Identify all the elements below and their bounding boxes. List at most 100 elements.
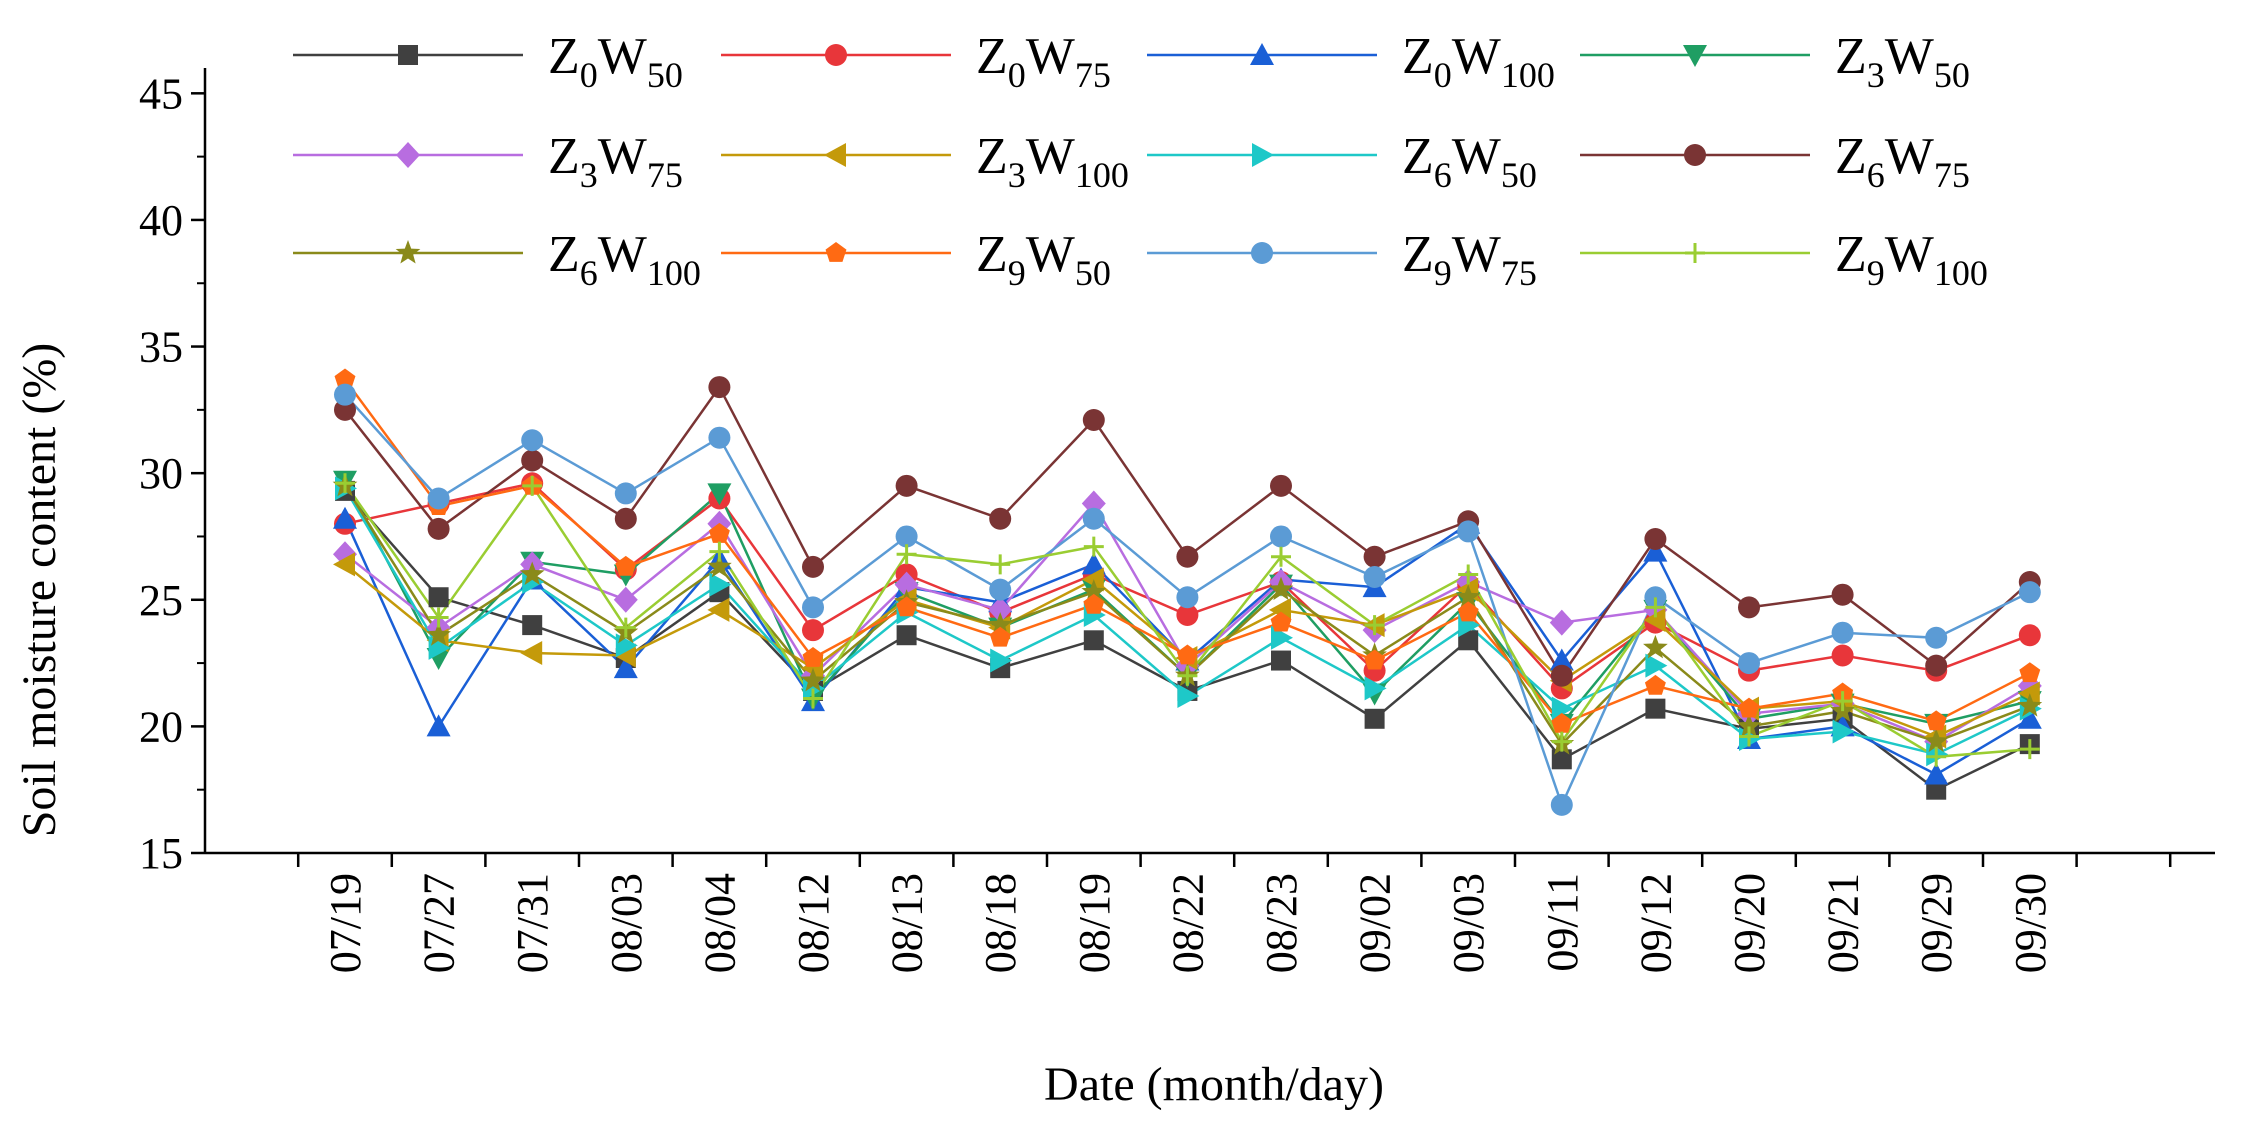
y-tick-label-35: 35 <box>139 323 183 372</box>
data-point-Z6W50-08/22 <box>1177 684 1200 708</box>
data-point-Z3W100-09/30 <box>2017 681 2040 706</box>
data-point-Z6W50-08/18 <box>990 648 1013 673</box>
data-point-Z6W75-09/02 <box>1363 545 1386 568</box>
data-point-Z6W100-08/18 <box>987 612 1013 636</box>
data-point-Z6W100-09/12 <box>1643 634 1668 659</box>
data-point-Z9W50-09/11 <box>1551 712 1573 733</box>
data-point-Z6W100-08/12 <box>800 667 826 692</box>
data-point-Z0W100-09/12 <box>1643 539 1668 562</box>
data-point-Z9W75-08/12 <box>802 596 824 619</box>
data-point-Z0W100-08/19 <box>1081 552 1106 575</box>
legend-item-Z6W75: Z6W75 <box>1580 128 1970 195</box>
data-point-Z3W100-07/19 <box>333 552 355 577</box>
data-point-Z9W75-09/29 <box>1925 626 1948 649</box>
data-point-Z6W50-09/02 <box>1364 676 1387 701</box>
data-point-Z3W100-08/19 <box>1081 567 1104 592</box>
legend-label-Z6W100: Z6W100 <box>548 226 701 293</box>
data-point-Z9W50-08/04 <box>708 522 730 543</box>
y-tick-label-20: 20 <box>139 702 183 751</box>
legend: Z0W50 Z0W75 Z0W100 Z3W50 Z3W75 Z3W100 Z6W50 Z6W… <box>293 28 1988 293</box>
legend-label-Z3W50: Z3W50 <box>1835 28 1970 95</box>
data-point-Z0W50-09/11 <box>1551 749 1572 770</box>
data-point-Z6W50-08/04 <box>709 572 732 597</box>
data-point-Z6W75-09/20 <box>1738 596 1760 619</box>
series-line-Z6W75 <box>344 384 2031 679</box>
data-point-Z9W75-08/18 <box>989 578 1012 601</box>
data-point-Z6W75-08/19 <box>1082 408 1105 431</box>
data-point-Z9W100-08/03 <box>615 617 636 638</box>
legend-item-Z0W50: Z0W50 <box>293 28 683 95</box>
data-point-Z9W75-09/21 <box>1831 621 1854 644</box>
data-point-Z6W100-09/30 <box>2017 693 2043 717</box>
data-point-Z6W100-09/29 <box>1923 728 1949 753</box>
data-point-Z6W75-08/03 <box>614 507 637 530</box>
legend-item-Z9W50: Z9W50 <box>721 226 1111 293</box>
data-point-Z6W100-09/20 <box>1736 713 1762 737</box>
data-point-Z3W100-09/12 <box>1643 608 1666 633</box>
data-point-Z0W50-09/02 <box>1364 708 1385 729</box>
x-tick-label-08/13: 08/13 <box>883 873 932 973</box>
data-point-Z3W100-08/04 <box>707 597 730 622</box>
data-point-Z0W100-09/29 <box>1924 762 1949 785</box>
data-point-Z6W75-07/31 <box>521 449 544 472</box>
data-point-Z9W75-09/30 <box>2018 581 2041 604</box>
data-point-Z3W50-08/04 <box>707 483 732 506</box>
data-point-Z9W100-08/18 <box>990 554 1011 575</box>
data-point-Z9W50-09/20 <box>1738 697 1760 718</box>
data-point-Z9W50-07/19 <box>334 368 356 389</box>
data-point-Z9W50-09/29 <box>1925 710 1947 731</box>
data-point-Z0W100-09/30 <box>2017 706 2042 729</box>
legend-item-Z3W100: Z3W100 <box>721 128 1129 195</box>
data-point-Z9W100-08/04 <box>709 541 730 562</box>
y-tick-label-30: 30 <box>139 449 183 498</box>
data-point-Z9W75-07/19 <box>334 383 356 406</box>
x-tick-label-08/04: 08/04 <box>695 873 744 973</box>
legend-item-Z6W50: Z6W50 <box>1147 128 1537 195</box>
data-point-Z9W75-09/12 <box>1644 586 1667 609</box>
data-point-Z9W100-09/12 <box>1645 597 1666 618</box>
series-markers <box>332 368 2043 816</box>
data-point-Z6W50-09/11 <box>1551 696 1574 721</box>
legend-marker-Z6W100 <box>395 240 421 264</box>
data-point-Z6W50-09/21 <box>1832 719 1855 744</box>
data-point-Z9W100-07/19 <box>335 473 355 494</box>
legend-label-Z9W75: Z9W75 <box>1402 226 1537 293</box>
data-point-Z6W75-08/12 <box>802 555 824 578</box>
x-tick-label-09/03: 09/03 <box>1444 873 1493 973</box>
data-point-Z9W50-08/18 <box>989 626 1011 647</box>
legend-item-Z0W75: Z0W75 <box>721 28 1111 95</box>
data-point-Z9W100-09/21 <box>1832 691 1853 712</box>
data-point-Z9W50-08/13 <box>896 596 918 617</box>
data-point-Z9W100-08/23 <box>1271 546 1291 567</box>
legend-marker-Z9W100 <box>1685 243 1705 263</box>
data-point-Z0W100-09/11 <box>1549 648 1574 671</box>
data-point-Z9W75-09/03 <box>1457 520 1480 543</box>
legend-item-Z3W50: Z3W50 <box>1580 28 1970 95</box>
legend-label-Z6W75: Z6W75 <box>1835 128 1970 195</box>
legend-marker-Z9W50 <box>825 242 847 262</box>
data-point-Z6W75-09/12 <box>1644 528 1667 550</box>
data-point-Z3W75-08/18 <box>988 596 1013 623</box>
data-point-Z0W50-07/31 <box>522 615 543 636</box>
data-point-Z9W75-08/19 <box>1082 507 1105 530</box>
data-point-Z6W75-08/04 <box>708 376 731 399</box>
data-point-Z9W100-09/03 <box>1458 564 1479 585</box>
data-point-Z9W50-09/03 <box>1457 601 1479 622</box>
data-point-Z3W100-08/03 <box>613 643 636 668</box>
x-tick-label-07/27: 07/27 <box>415 873 464 973</box>
data-point-Z9W100-09/11 <box>1551 731 1572 752</box>
legend-marker-Z0W100 <box>1250 43 1274 65</box>
data-point-Z9W100-08/12 <box>803 688 823 709</box>
data-point-Z0W50-09/29 <box>1926 779 1947 800</box>
data-point-Z0W50-09/03 <box>1458 630 1479 651</box>
legend-item-Z9W75: Z9W75 <box>1147 226 1537 293</box>
data-point-Z6W75-09/21 <box>1831 583 1854 606</box>
data-point-Z9W100-09/29 <box>1926 746 1947 767</box>
x-tick-label-08/12: 08/12 <box>789 873 838 973</box>
x-tick-label-08/23: 08/23 <box>1257 873 1306 973</box>
legend-label-Z9W50: Z9W50 <box>976 226 1111 293</box>
axes: 15 20 25 30 35 40 45 07/19 07/27 07/31 08/03 08/04 0… <box>139 68 2215 973</box>
data-point-Z0W100-07/19 <box>333 506 357 529</box>
legend-marker-Z0W50 <box>398 45 418 65</box>
data-point-Z9W75-08/13 <box>895 525 918 548</box>
